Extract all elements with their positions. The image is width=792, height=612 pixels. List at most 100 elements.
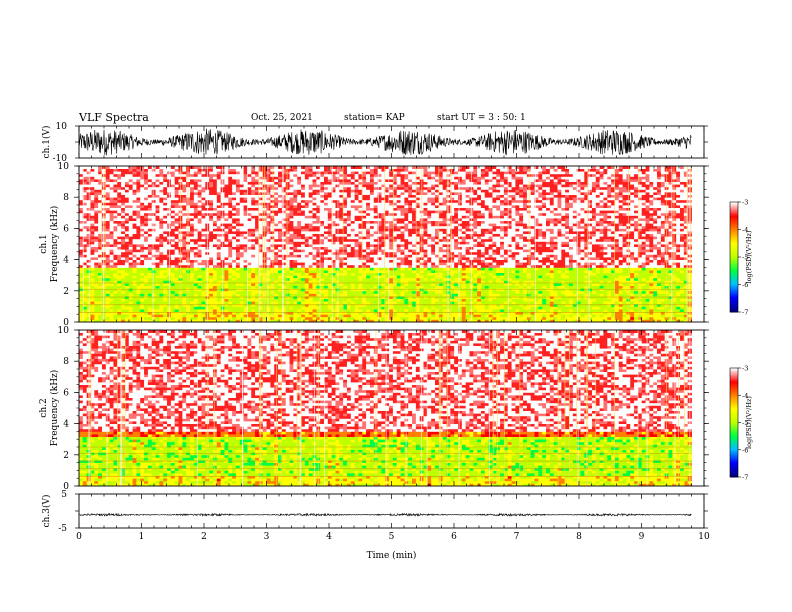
spectrogram-cell [373, 249, 378, 253]
spectrogram-cell [346, 223, 352, 227]
spectrogram-cell [232, 189, 237, 193]
spectrogram-cell [320, 231, 325, 234]
spectrogram-cell [98, 225, 103, 229]
spectrogram-cell [304, 306, 310, 310]
spectrogram-cell [144, 259, 149, 263]
spectrogram-cell [163, 199, 168, 203]
spectrogram-cell [320, 168, 325, 172]
spectrogram-cell [235, 283, 241, 286]
spectrogram-cell [224, 309, 229, 312]
spectrogram-cell [117, 202, 122, 206]
spectrogram-cell [304, 173, 310, 177]
spectrogram-cell [304, 181, 310, 185]
spectrogram-cell [377, 173, 382, 177]
spectrogram-cell [132, 184, 137, 188]
spectrogram-cell [289, 186, 294, 190]
spectrogram-cell [270, 309, 275, 312]
spectrogram-cell [197, 241, 202, 245]
spectrogram-cell [94, 264, 99, 268]
spectrogram-cell [86, 296, 91, 299]
spectrogram-cell [327, 184, 333, 188]
spectrogram-cell [270, 259, 275, 263]
spectrogram-cell [243, 257, 248, 260]
spectrogram-cell [232, 194, 237, 198]
spectrogram-cell [94, 241, 99, 245]
spectrogram-cell [201, 238, 206, 242]
spectrogram-cell [151, 262, 156, 266]
spectrogram-cell [174, 311, 179, 315]
spectrogram-cell [140, 210, 145, 214]
spectrogram-cell [190, 212, 195, 216]
spectrogram-cell [274, 290, 279, 294]
spectrogram-cell [193, 259, 199, 263]
spectrogram-cell [251, 288, 256, 292]
spectrogram-cell [266, 218, 271, 221]
spectrogram-cell [144, 293, 149, 297]
spectrogram-cell [201, 244, 206, 247]
spectrogram-cell [82, 288, 88, 292]
spectrogram-cell [266, 251, 271, 255]
spectrogram-cell [132, 186, 137, 190]
spectrogram-cell [358, 275, 363, 279]
spectrogram-cell [190, 301, 195, 305]
spectrogram-cell [124, 275, 130, 279]
spectrogram-cell [324, 179, 329, 182]
spectrogram-cell [209, 257, 214, 260]
spectrogram-cell [113, 319, 118, 323]
spectrogram-cell [239, 275, 245, 279]
spectrogram-cell [232, 316, 237, 320]
spectrogram-cell [308, 225, 313, 229]
spectrogram-cell [343, 288, 348, 292]
spectrogram-cell [144, 314, 149, 318]
spectrogram-cell [163, 228, 168, 232]
spectrogram-cell [339, 231, 344, 234]
spectrogram-cell [389, 296, 394, 299]
spectrogram-cell [136, 166, 141, 169]
spectrogram-cell [320, 225, 325, 229]
spectrogram-cell [163, 197, 168, 201]
spectrogram-cell [209, 296, 214, 299]
spectrogram-cell [350, 189, 356, 193]
spectrogram-cell [301, 257, 306, 260]
spectrogram-cell [324, 288, 329, 292]
spectrogram-cell [366, 316, 371, 320]
spectrogram-cell [270, 197, 275, 201]
spectrogram-cell [140, 301, 145, 305]
spectrogram-cell [132, 285, 137, 289]
spectrogram-cell [232, 311, 237, 315]
spectrogram-cell [132, 218, 137, 221]
spectrogram-cell [235, 192, 241, 195]
spectrogram-cell [369, 314, 375, 318]
spectrogram-cell [385, 280, 390, 284]
spectrogram-cell [121, 257, 126, 260]
spectrogram-cell [362, 290, 367, 294]
spectrogram-cell [320, 166, 325, 169]
spectrogram-cell [339, 298, 344, 302]
spectrogram-cell [312, 228, 317, 232]
spectrogram-cell [312, 220, 317, 224]
spectrogram-cell [86, 186, 91, 190]
spectrogram-cell [90, 223, 95, 227]
spectrogram-cell [308, 257, 313, 260]
spectrogram-cell [212, 215, 218, 219]
spectrogram-cell [79, 241, 84, 245]
spectrogram-cell [101, 194, 107, 198]
spectrogram-cell [228, 218, 233, 221]
spectrogram-cell [312, 241, 317, 245]
spectrogram-cell [377, 262, 382, 266]
spectrogram-cell [293, 176, 298, 180]
spectrogram-cell [170, 311, 176, 315]
spectrogram-cell [79, 231, 84, 234]
spectrogram-cell [251, 244, 256, 247]
spectrogram-cell [140, 272, 145, 276]
spectrogram-cell [278, 192, 283, 195]
spectrogram-cell [117, 249, 122, 253]
spectrogram-cell [369, 283, 375, 286]
spectrogram-cell [144, 166, 149, 169]
spectrogram-cell [113, 301, 118, 305]
spectrogram-cell [247, 223, 252, 227]
spectrogram-cell [281, 199, 287, 203]
spectrogram-cell [324, 192, 329, 195]
spectrogram-cell [339, 259, 344, 263]
spectrogram-cell [82, 202, 88, 206]
